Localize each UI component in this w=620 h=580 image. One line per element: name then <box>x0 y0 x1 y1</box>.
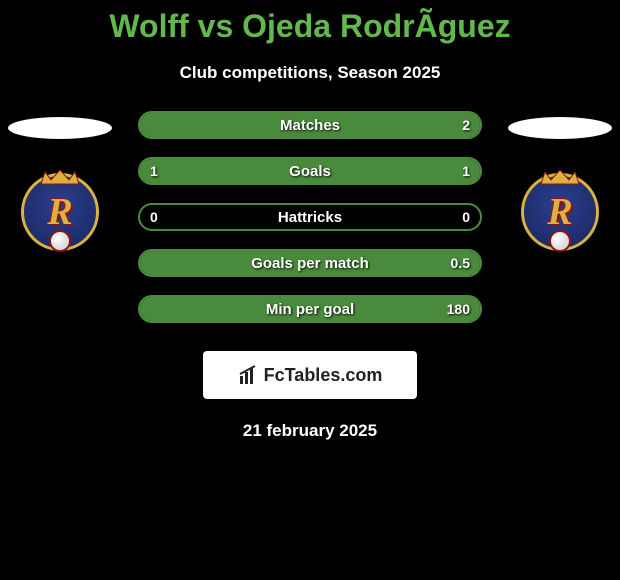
badge-shield-icon: R <box>21 173 99 251</box>
stat-label: Goals <box>289 163 331 180</box>
player-right-column: R <box>500 111 620 251</box>
player-right-placeholder <box>508 117 612 139</box>
stat-row: Goals per match 0.5 <box>138 249 482 277</box>
stats-list: Matches 2 1 Goals 1 0 Hattricks 0 <box>138 111 482 323</box>
stat-row: 0 Hattricks 0 <box>138 203 482 231</box>
stat-value-right: 180 <box>447 301 470 317</box>
stat-label: Matches <box>280 117 340 134</box>
stat-label: Goals per match <box>251 255 369 272</box>
main-area: R R Matches <box>0 111 620 441</box>
player-left-column: R <box>0 111 120 251</box>
badge-letter: R <box>547 190 572 234</box>
stat-value-right: 2 <box>462 117 470 133</box>
branding-text: FcTables.com <box>264 365 383 386</box>
stat-value-right: 1 <box>462 163 470 179</box>
stat-label: Hattricks <box>278 209 342 226</box>
crown-icon <box>39 168 81 186</box>
stat-value-right: 0 <box>462 209 470 225</box>
team-badge-right: R <box>511 167 609 251</box>
player-left-placeholder <box>8 117 112 139</box>
badge-shield-icon: R <box>521 173 599 251</box>
soccer-ball-icon <box>549 230 571 252</box>
branding-box: FcTables.com <box>203 351 417 399</box>
stat-value-right: 0.5 <box>451 255 470 271</box>
stat-row: Matches 2 <box>138 111 482 139</box>
stat-fill-right <box>310 159 480 183</box>
subtitle: Club competitions, Season 2025 <box>0 63 620 83</box>
stat-value-left: 1 <box>150 163 158 179</box>
comparison-card: Wolff vs Ojeda RodrÃ­guez Club competiti… <box>0 0 620 441</box>
stat-label: Min per goal <box>266 301 354 318</box>
team-badge-left: R <box>11 167 109 251</box>
page-title: Wolff vs Ojeda RodrÃ­guez <box>0 8 620 45</box>
badge-letter: R <box>47 190 72 234</box>
stat-fill-left <box>140 159 310 183</box>
date-label: 21 february 2025 <box>0 421 620 441</box>
bar-chart-icon <box>238 364 260 386</box>
stat-value-left: 0 <box>150 209 158 225</box>
stat-row: 1 Goals 1 <box>138 157 482 185</box>
soccer-ball-icon <box>49 230 71 252</box>
stat-row: Min per goal 180 <box>138 295 482 323</box>
crown-icon <box>539 168 581 186</box>
